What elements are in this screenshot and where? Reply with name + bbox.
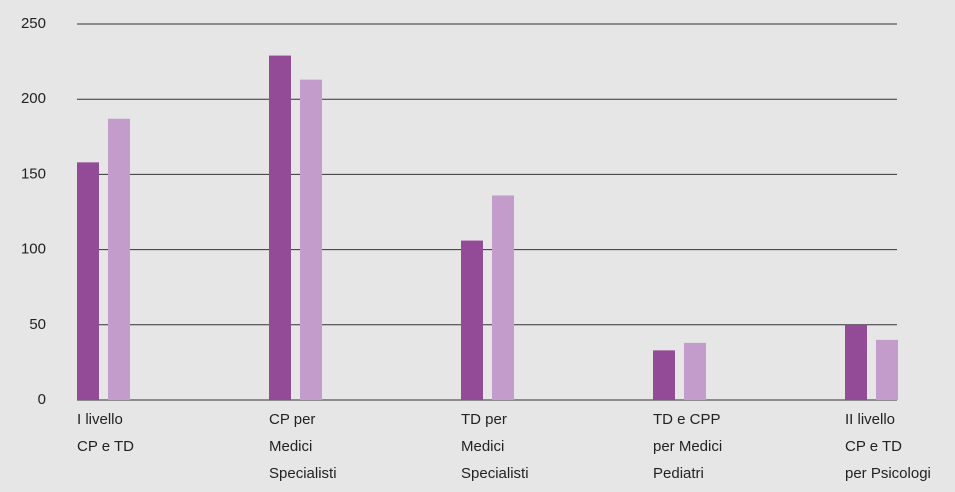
x-tick-label: I livello bbox=[77, 411, 123, 428]
y-tick-label: 200 bbox=[21, 90, 46, 107]
bar bbox=[492, 195, 514, 400]
x-tick-label: CP e TD bbox=[77, 438, 134, 455]
x-tick-label: CP e TD bbox=[845, 438, 902, 455]
x-tick-label: Specialisti bbox=[269, 465, 337, 482]
x-tick-label: per Psicologi bbox=[845, 465, 931, 482]
bar bbox=[684, 342, 706, 400]
y-tick-label: 150 bbox=[21, 165, 46, 182]
x-tick-label: II livello bbox=[845, 411, 895, 428]
x-tick-label: TD e CPP bbox=[653, 411, 721, 428]
bar bbox=[269, 55, 291, 401]
y-tick-label: 250 bbox=[21, 15, 46, 32]
bar bbox=[461, 240, 483, 400]
bar bbox=[653, 350, 675, 400]
bar bbox=[108, 118, 130, 400]
bar bbox=[77, 162, 99, 400]
y-tick-label: 0 bbox=[38, 391, 46, 408]
y-tick-label: 50 bbox=[29, 316, 46, 333]
x-tick-label: Medici bbox=[269, 438, 312, 455]
x-tick-label: CP per bbox=[269, 411, 315, 428]
x-tick-label: Specialisti bbox=[461, 465, 529, 482]
bar bbox=[845, 324, 867, 400]
x-tick-label: TD per bbox=[461, 411, 507, 428]
bar bbox=[300, 79, 322, 400]
y-tick-label: 100 bbox=[21, 241, 46, 258]
bar bbox=[876, 339, 898, 400]
x-tick-label: Medici bbox=[461, 438, 504, 455]
x-tick-label: per Medici bbox=[653, 438, 722, 455]
x-tick-label: Pediatri bbox=[653, 465, 704, 482]
